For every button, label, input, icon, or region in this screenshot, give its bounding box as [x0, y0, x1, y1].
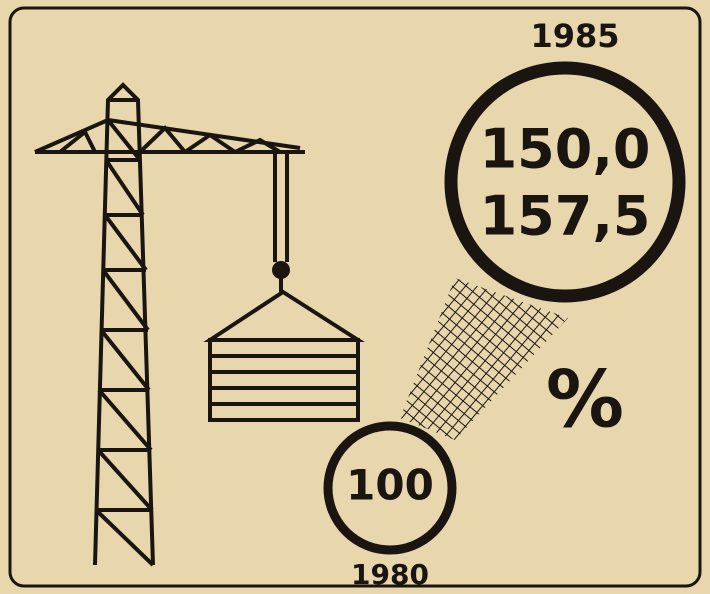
- year-label: 1985: [530, 17, 619, 55]
- value-text: 157,5: [480, 185, 651, 248]
- year-label: 1980: [351, 558, 429, 591]
- value-text: 100: [346, 461, 434, 510]
- unit-label: %: [546, 355, 624, 445]
- value-text: 150,0: [480, 118, 651, 181]
- infographic: 1985 150,0 157,5 100 1980 %: [0, 0, 710, 594]
